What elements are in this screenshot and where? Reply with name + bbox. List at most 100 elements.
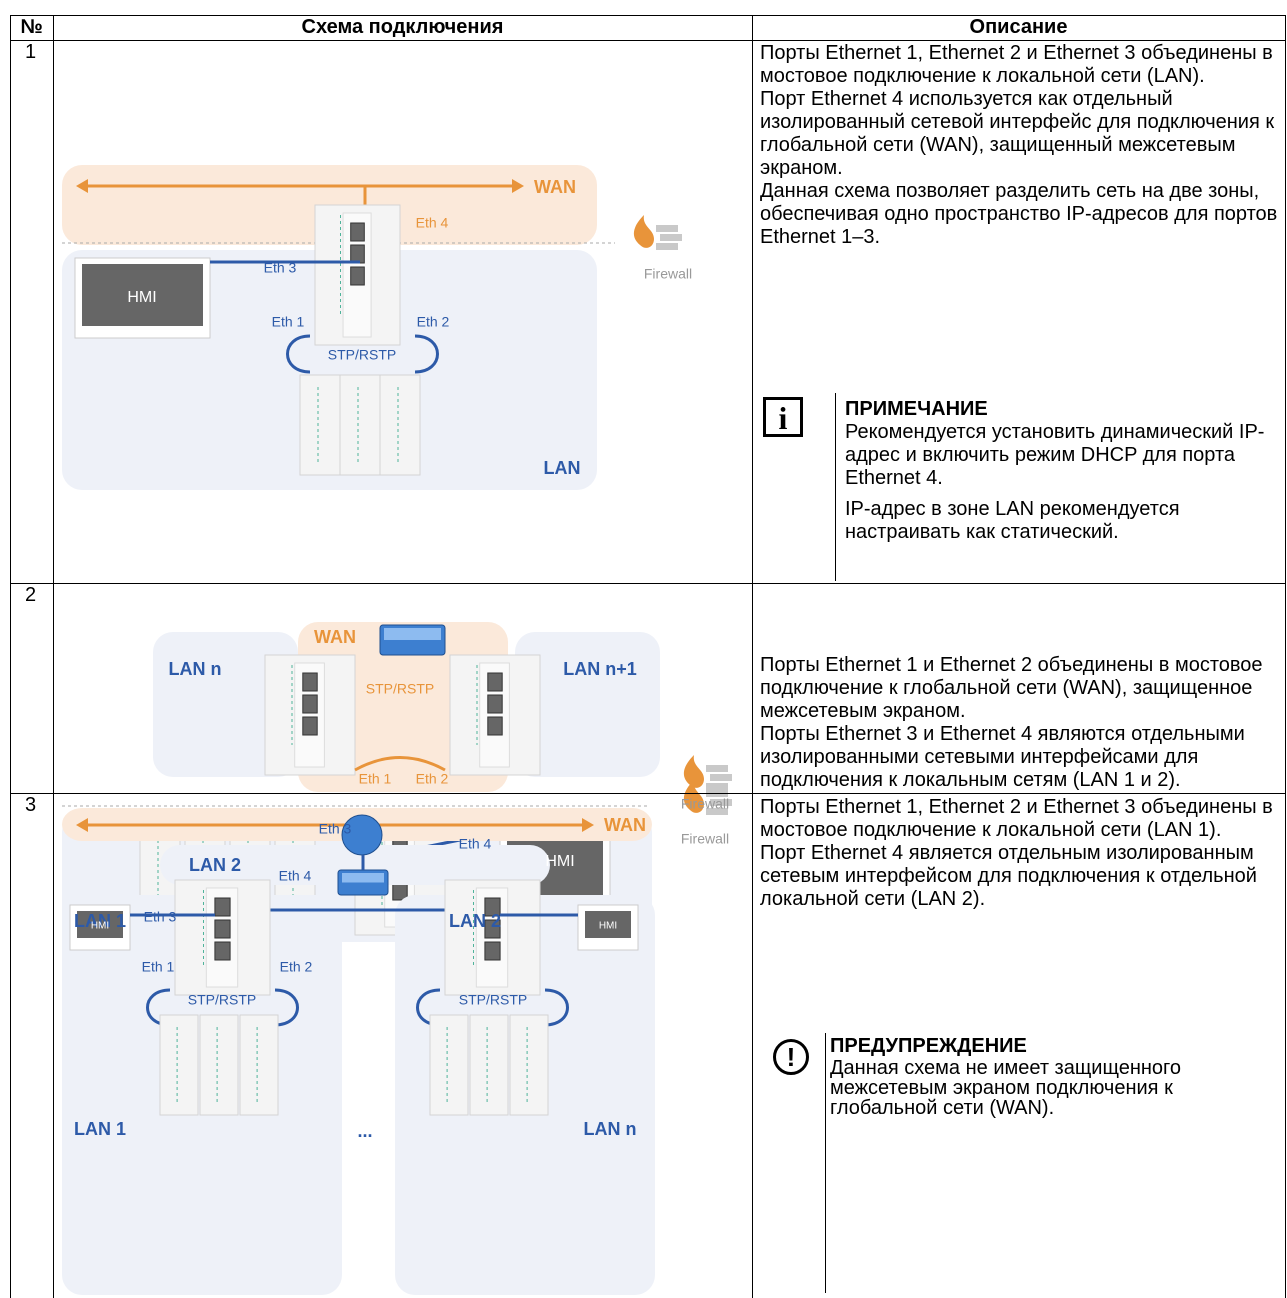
description: Порты Ethernet 1, Ethernet 2 и Ethernet … (760, 796, 1282, 911)
paragraph: Рекомендуется установить динамический IP… (845, 421, 1265, 489)
module (199, 1014, 239, 1116)
border (1285, 15, 1286, 1298)
port (487, 672, 503, 692)
label: STP/RSTP (328, 347, 396, 363)
firewall-brick (660, 234, 682, 241)
port (350, 244, 365, 264)
paragraph: Порты Ethernet 3 и Ethernet 4 являются о… (760, 723, 1245, 791)
label: STP/RSTP (366, 681, 434, 697)
firewall-flame (683, 780, 704, 813)
port (350, 222, 365, 242)
label: LAN 2 (189, 855, 241, 875)
note-icon: i (763, 397, 803, 437)
paragraph: Данная схема не имеет защищенного межсет… (830, 1057, 1182, 1119)
label: Eth 3 (264, 260, 297, 276)
hmi-screen (77, 911, 123, 938)
label: Eth 2 (417, 314, 450, 330)
paragraph: Порты Ethernet 1 и Ethernet 2 объединены… (760, 654, 1263, 722)
module (239, 1014, 279, 1116)
label: WAN (534, 177, 576, 197)
border (10, 40, 1285, 41)
module (339, 374, 381, 476)
label: HMI (91, 921, 109, 932)
label: LAN 1 (74, 911, 126, 931)
firewall-brick (706, 783, 728, 790)
label: Firewall (644, 266, 692, 282)
port (484, 919, 501, 939)
label: LAN 1 (74, 1119, 126, 1139)
firewall-brick (656, 225, 678, 232)
row-number: 1 (25, 41, 37, 63)
description: Порты Ethernet 1, Ethernet 2 и Ethernet … (760, 42, 1282, 249)
warning: ПРЕДУПРЕЖДЕНИЕ Данная схема не имеет защ… (830, 1035, 1270, 1118)
border (10, 793, 1285, 794)
firewall-brick (706, 765, 728, 772)
warning-title: ПРЕДУПРЕЖДЕНИЕ (830, 1035, 1027, 1057)
hmi-screen (82, 264, 203, 326)
note: ПРИМЕЧАНИЕ Рекомендуется установить дина… (845, 398, 1285, 544)
paragraph: Данная схема позволяет разделить сеть на… (760, 180, 1278, 248)
module (469, 1014, 509, 1116)
zone (160, 845, 550, 885)
label: LAN n+1 (563, 659, 637, 679)
port (302, 694, 318, 714)
label: HMI (127, 289, 156, 306)
label: LAN 2 (449, 911, 501, 931)
switch-top (342, 873, 384, 883)
ring (354, 756, 446, 772)
note-bar (835, 393, 836, 581)
border (53, 15, 54, 1298)
label: Eth 3 (319, 821, 352, 837)
header-cell: Схема подключения (301, 16, 504, 38)
firewall-brick (656, 243, 678, 250)
arrow-head (512, 179, 524, 193)
label: Eth 1 (272, 314, 305, 330)
label: ... (357, 1121, 372, 1141)
zone (515, 632, 660, 777)
warning-icon: ! (773, 1039, 809, 1075)
port (302, 672, 318, 692)
note-title: ПРИМЕЧАНИЕ (845, 398, 988, 420)
border (10, 583, 1285, 584)
module (159, 1014, 199, 1116)
warning-bar (825, 1033, 826, 1293)
port (484, 941, 501, 961)
port (484, 897, 501, 917)
arrow-head (582, 818, 594, 832)
port (487, 694, 503, 714)
label: Eth 2 (280, 959, 313, 975)
module (429, 1014, 469, 1116)
arrow-head (76, 818, 88, 832)
switch-top (384, 628, 441, 640)
label: WAN (604, 815, 646, 835)
label: Eth 2 (416, 771, 449, 787)
label: LAN (544, 458, 581, 478)
port (350, 266, 365, 286)
label: Firewall (681, 831, 729, 847)
header-cell: № (20, 16, 43, 38)
firewall-brick (710, 774, 732, 781)
border (10, 15, 1285, 16)
paragraph: Порт Ethernet 4 является отдельным изоли… (760, 842, 1257, 910)
module (299, 374, 341, 476)
firewall-brick (710, 799, 732, 806)
port (302, 716, 318, 736)
border (752, 15, 753, 1298)
row-number: 3 (25, 794, 37, 816)
label: LAN n (584, 1119, 637, 1139)
label: WAN (314, 627, 356, 647)
label: Eth 1 (142, 959, 175, 975)
firewall-flame (683, 755, 704, 788)
paragraph: Порты Ethernet 1, Ethernet 2 и Ethernet … (760, 42, 1273, 87)
hmi-screen (585, 911, 631, 938)
label: Firewall (681, 796, 729, 812)
header-cell: Описание (969, 16, 1068, 38)
paragraph: Порты Ethernet 1, Ethernet 2 и Ethernet … (760, 796, 1273, 841)
arrow-head (76, 179, 88, 193)
module (379, 374, 421, 476)
description: Порты Ethernet 1 и Ethernet 2 объединены… (760, 654, 1282, 792)
label: STP/RSTP (459, 992, 527, 1008)
ring (286, 334, 439, 374)
